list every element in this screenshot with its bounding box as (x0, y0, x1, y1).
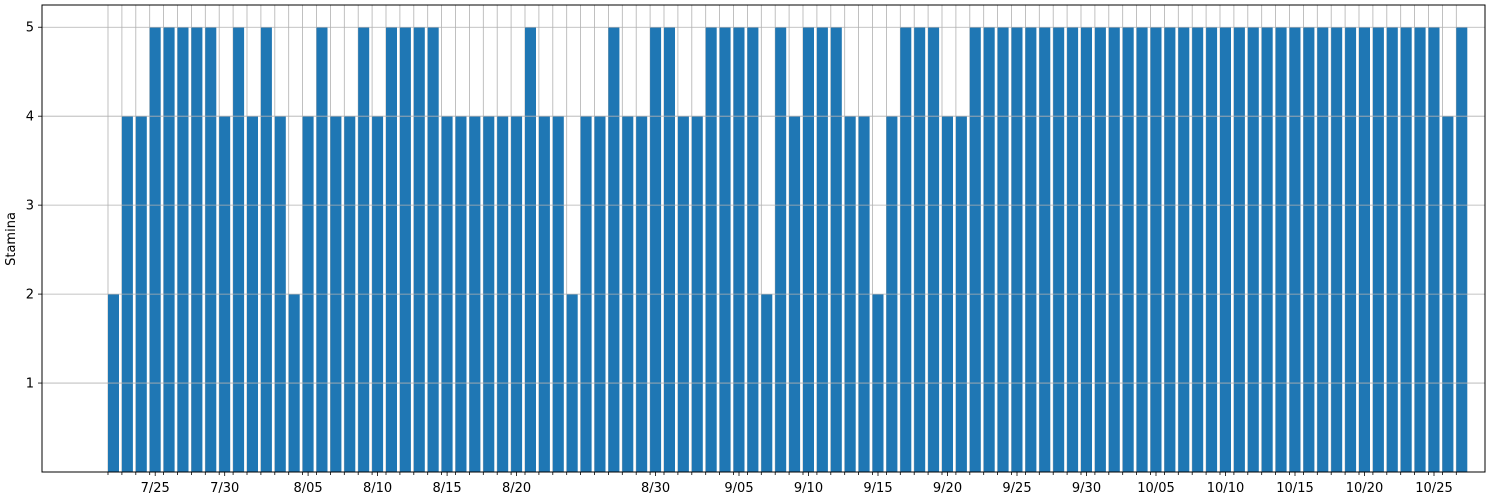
bar (1331, 27, 1343, 472)
bar (1025, 27, 1037, 472)
bar (1275, 27, 1287, 472)
bar (358, 27, 370, 472)
x-tick-label: 8/05 (293, 481, 322, 496)
bar (1372, 27, 1384, 472)
bar (1345, 27, 1357, 472)
bar (1359, 27, 1370, 472)
bar (427, 27, 439, 472)
bar (233, 27, 245, 472)
y-tick-label: 2 (26, 288, 34, 303)
bar (1386, 27, 1398, 472)
x-tick-label: 8/30 (641, 481, 670, 496)
bar (816, 27, 828, 472)
x-tick-label: 9/20 (933, 481, 962, 496)
bar (1122, 27, 1134, 472)
y-tick-label: 5 (26, 21, 34, 36)
x-tick-label: 10/10 (1207, 481, 1244, 496)
bar (928, 27, 940, 472)
bar (1053, 27, 1065, 472)
bar (1247, 27, 1259, 472)
bar (1094, 27, 1106, 472)
x-tick-label: 7/30 (210, 481, 239, 496)
x-tick-label: 10/15 (1276, 481, 1313, 496)
bar (733, 27, 745, 472)
bar (1220, 27, 1231, 472)
bar (177, 27, 189, 472)
axes: 1 2 3 4 5 7/25 7/30 8/05 8/10 8/15 8/20 8/30 9/05 9/1… (26, 4, 1486, 496)
bar (525, 27, 536, 472)
bar (1067, 27, 1079, 472)
bar (399, 27, 411, 472)
bar (1317, 27, 1329, 472)
bar (1039, 27, 1051, 472)
bar (775, 27, 787, 472)
x-tick-label: 7/25 (141, 481, 170, 496)
x-tick-label: 9/25 (1002, 481, 1031, 496)
bar (1011, 27, 1023, 472)
bar (705, 27, 717, 472)
x-tick-label: 8/20 (502, 481, 531, 496)
bar (650, 27, 662, 472)
bar (1414, 27, 1426, 472)
bar (1303, 27, 1315, 472)
bar (1108, 27, 1120, 472)
bar (969, 27, 981, 472)
bar (386, 27, 397, 472)
x-tick-label: 8/10 (363, 481, 392, 496)
bar (191, 27, 203, 472)
bar (1206, 27, 1218, 472)
x-tick-label: 9/10 (794, 481, 823, 496)
bar (664, 27, 675, 472)
x-tick-label: 10/25 (1415, 481, 1452, 496)
bar (997, 27, 1009, 472)
x-tick-label: 8/15 (432, 481, 461, 496)
y-axis-label: Stamina (4, 212, 19, 266)
x-tick-label: 9/15 (863, 481, 892, 496)
bar (1428, 27, 1440, 472)
x-tick-label: 10/05 (1137, 481, 1174, 496)
bar (413, 27, 425, 472)
bar (830, 27, 842, 472)
bar (747, 27, 759, 472)
bar (260, 27, 272, 472)
bar (149, 27, 161, 472)
bar (1400, 27, 1412, 472)
bar (608, 27, 620, 472)
bar (1289, 27, 1301, 472)
bar (1178, 27, 1190, 472)
y-tick-label: 3 (26, 199, 34, 214)
bar (1456, 27, 1468, 472)
plot-frame (41, 4, 1486, 473)
bar (803, 27, 814, 472)
bar (983, 27, 995, 472)
bar (719, 27, 731, 472)
y-tick-label: 1 (26, 377, 34, 392)
y-tick-label: 4 (26, 110, 34, 125)
bar (1150, 27, 1162, 472)
x-tick-label: 10/20 (1346, 481, 1383, 496)
bar (914, 27, 926, 472)
bars (108, 27, 1468, 472)
bar (316, 27, 328, 472)
bar (205, 27, 217, 472)
bar (1261, 27, 1273, 472)
bar (163, 27, 175, 472)
bar (1233, 27, 1245, 472)
bar (1081, 27, 1092, 472)
x-tick-label: 9/05 (724, 481, 753, 496)
bar (1164, 27, 1176, 472)
bar (1136, 27, 1148, 472)
bar (900, 27, 912, 472)
x-tick-label: 9/30 (1072, 481, 1101, 496)
bar (1192, 27, 1204, 472)
